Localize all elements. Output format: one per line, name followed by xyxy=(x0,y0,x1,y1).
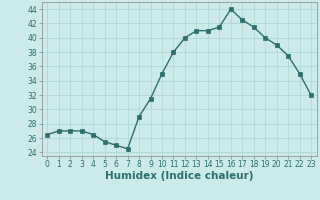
X-axis label: Humidex (Indice chaleur): Humidex (Indice chaleur) xyxy=(105,171,253,181)
